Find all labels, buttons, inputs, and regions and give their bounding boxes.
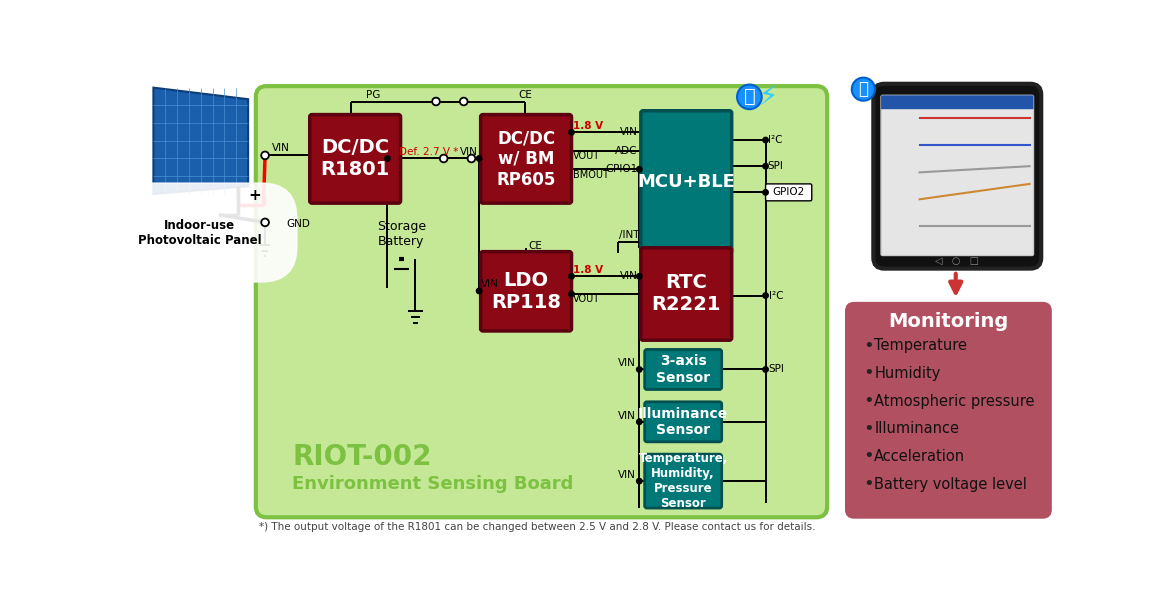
Circle shape (762, 293, 768, 298)
FancyBboxPatch shape (640, 248, 732, 340)
Circle shape (762, 190, 768, 195)
FancyBboxPatch shape (481, 252, 571, 331)
Text: VOUT: VOUT (574, 294, 601, 305)
Text: VIN: VIN (271, 143, 290, 154)
Text: Humidity: Humidity (874, 366, 941, 381)
Text: •: • (863, 447, 874, 465)
Circle shape (262, 219, 269, 226)
Text: Def. 2.7 V *: Def. 2.7 V * (399, 146, 457, 157)
FancyBboxPatch shape (881, 95, 1033, 255)
Text: VIN: VIN (619, 272, 638, 281)
Text: SPI: SPI (768, 161, 784, 171)
FancyBboxPatch shape (256, 86, 827, 517)
Text: CE: CE (518, 90, 533, 101)
Text: ᛒ: ᛒ (859, 80, 868, 98)
FancyBboxPatch shape (645, 402, 721, 442)
Polygon shape (154, 88, 249, 194)
Text: ADC: ADC (615, 146, 638, 156)
Circle shape (569, 129, 575, 135)
FancyBboxPatch shape (881, 95, 1033, 109)
Text: Illuminance
Sensor: Illuminance Sensor (638, 407, 728, 437)
Text: ⚡: ⚡ (759, 83, 779, 111)
FancyBboxPatch shape (874, 84, 1042, 268)
Circle shape (476, 288, 482, 294)
Text: Temperature,
Humidity,
Pressure
Sensor: Temperature, Humidity, Pressure Sensor (638, 452, 728, 510)
Circle shape (262, 152, 269, 160)
FancyBboxPatch shape (640, 111, 732, 253)
Circle shape (432, 98, 440, 105)
Text: PG: PG (366, 90, 380, 101)
Circle shape (569, 273, 575, 279)
Text: Battery voltage level: Battery voltage level (874, 477, 1028, 492)
Circle shape (637, 367, 642, 372)
Text: MCU+BLE: MCU+BLE (637, 173, 735, 191)
Circle shape (385, 156, 391, 161)
FancyBboxPatch shape (645, 454, 721, 508)
Text: Monitoring: Monitoring (888, 312, 1008, 331)
Text: BMOUT: BMOUT (574, 170, 609, 179)
Text: VIN: VIN (481, 279, 499, 289)
Circle shape (460, 98, 468, 105)
Text: VIN: VIN (460, 146, 477, 157)
Circle shape (637, 419, 642, 424)
Text: VIN: VIN (619, 127, 638, 137)
Circle shape (762, 137, 768, 143)
FancyBboxPatch shape (847, 303, 1051, 517)
Text: I²C: I²C (768, 291, 784, 300)
Text: 3-axis
Sensor: 3-axis Sensor (656, 355, 710, 385)
Text: Storage
Battery: Storage Battery (377, 220, 426, 248)
Text: •: • (863, 475, 874, 493)
Circle shape (852, 78, 875, 101)
Text: CE: CE (528, 241, 542, 251)
Text: DC/DC
w/ BM
RP605: DC/DC w/ BM RP605 (496, 129, 556, 188)
Circle shape (762, 164, 768, 169)
Circle shape (476, 156, 482, 161)
Text: DC/DC
R1801: DC/DC R1801 (320, 138, 389, 179)
FancyBboxPatch shape (481, 114, 571, 203)
Text: GPIO2: GPIO2 (773, 187, 805, 197)
Circle shape (569, 291, 575, 297)
Circle shape (737, 84, 761, 109)
Text: I²C: I²C (768, 135, 782, 145)
Text: Acceleration: Acceleration (874, 449, 965, 464)
Circle shape (637, 479, 642, 484)
Text: LDO
RP118: LDO RP118 (491, 271, 561, 312)
Text: Indoor-use
Photovoltaic Panel: Indoor-use Photovoltaic Panel (137, 219, 262, 247)
FancyBboxPatch shape (645, 349, 721, 389)
Text: GPIO1: GPIO1 (605, 164, 638, 174)
Text: VIN: VIN (618, 358, 636, 368)
Text: ᛒ: ᛒ (744, 87, 755, 107)
Circle shape (468, 155, 475, 163)
Text: VOUT: VOUT (574, 151, 601, 161)
Text: •: • (863, 392, 874, 410)
Text: Illuminance: Illuminance (874, 421, 960, 436)
Text: •: • (863, 420, 874, 438)
Circle shape (440, 155, 448, 163)
Text: VIN: VIN (618, 411, 636, 421)
Text: GND: GND (286, 219, 311, 229)
Text: 1.8 V: 1.8 V (574, 121, 603, 131)
Text: Environment Sensing Board: Environment Sensing Board (292, 475, 574, 493)
Text: *) The output voltage of the R1801 can be changed between 2.5 V and 2.8 V. Pleas: *) The output voltage of the R1801 can b… (259, 521, 815, 532)
Circle shape (637, 167, 642, 172)
Circle shape (762, 367, 768, 372)
Text: •: • (863, 337, 874, 355)
FancyBboxPatch shape (310, 114, 400, 203)
Text: RTC
R2221: RTC R2221 (651, 273, 721, 314)
Text: •: • (863, 364, 874, 382)
Text: ◁   ○   □: ◁ ○ □ (935, 256, 979, 266)
Text: /INT: /INT (619, 231, 639, 240)
Circle shape (637, 273, 642, 279)
Text: 1.8 V: 1.8 V (574, 265, 603, 275)
FancyBboxPatch shape (766, 184, 812, 201)
Text: VIN: VIN (618, 470, 636, 480)
Text: +: + (248, 188, 260, 203)
Text: RIOT-002: RIOT-002 (292, 443, 432, 471)
Text: Temperature: Temperature (874, 338, 967, 353)
Text: Atmospheric pressure: Atmospheric pressure (874, 394, 1035, 409)
Text: SPI: SPI (768, 364, 785, 374)
